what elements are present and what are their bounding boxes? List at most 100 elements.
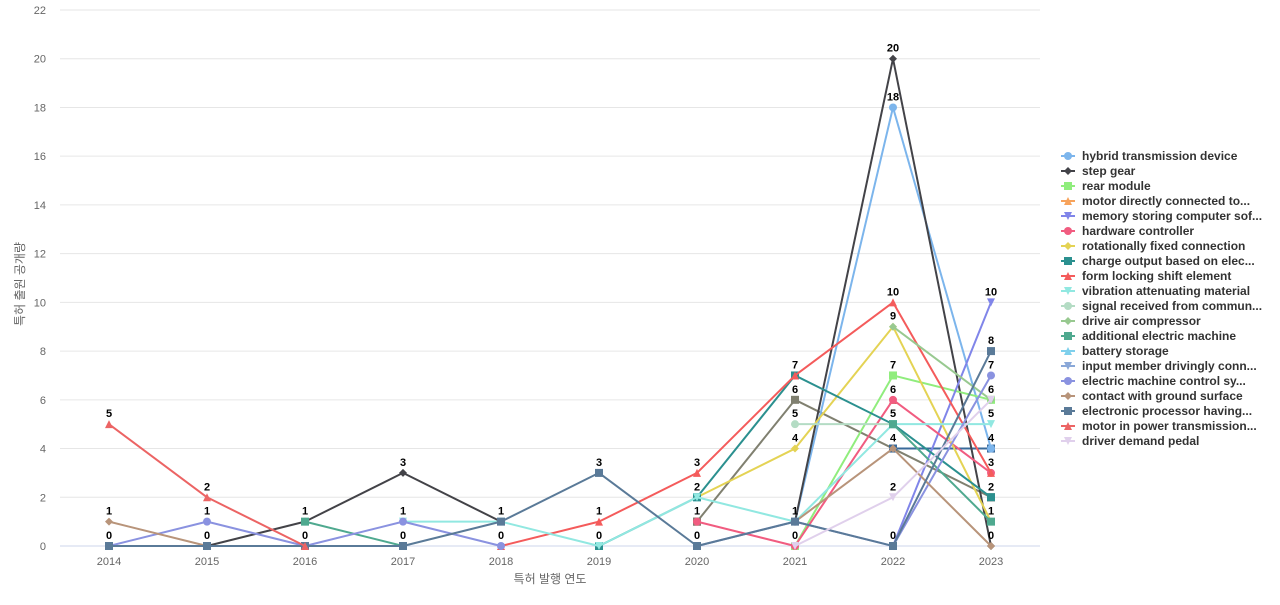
series-point — [791, 517, 799, 526]
legend-marker — [1064, 302, 1072, 310]
data-label: 1 — [400, 506, 406, 518]
legend-item[interactable]: battery storage — [1061, 344, 1169, 358]
y-tick-label: 18 — [34, 102, 46, 114]
series-point — [987, 542, 995, 550]
y-tick-label: 2 — [40, 492, 46, 504]
data-label: 2 — [694, 481, 700, 493]
x-tick-label: 2023 — [979, 556, 1003, 568]
legend-label: motor in power transmission... — [1082, 419, 1257, 433]
y-tick-label: 16 — [34, 151, 46, 163]
data-label: 0 — [498, 530, 504, 542]
data-label: 1 — [694, 506, 700, 518]
y-tick-label: 22 — [34, 5, 46, 17]
legend-marker — [1064, 347, 1072, 355]
data-label: 1 — [988, 506, 994, 518]
legend-marker — [1064, 182, 1072, 190]
legend-label: electric machine control sy... — [1082, 374, 1246, 388]
legend-item[interactable]: step gear — [1061, 164, 1136, 178]
legend-item[interactable]: rotationally fixed connection — [1061, 239, 1245, 253]
series-19 — [791, 395, 995, 550]
legend-label: hybrid transmission device — [1082, 149, 1238, 163]
legend-item[interactable]: memory storing computer sof... — [1061, 209, 1262, 223]
series-point — [889, 493, 897, 502]
series-point — [595, 542, 603, 550]
data-label: 0 — [694, 530, 700, 542]
series-point — [301, 542, 309, 550]
y-tick-label: 6 — [40, 395, 46, 407]
legend-item[interactable]: form locking shift element — [1061, 269, 1231, 283]
series-point — [791, 395, 799, 404]
legend-item[interactable]: motor directly connected to... — [1061, 194, 1250, 208]
legend-item[interactable]: rear module — [1061, 179, 1151, 193]
data-label: 7 — [988, 359, 994, 371]
legend-label: battery storage — [1082, 344, 1169, 358]
series-point — [889, 371, 897, 380]
series-11 — [889, 322, 995, 404]
legend-item[interactable]: hybrid transmission device — [1061, 149, 1238, 163]
data-label: 1 — [498, 506, 504, 518]
grid-layer — [60, 9, 1040, 547]
legend-label: vibration attenuating material — [1082, 284, 1250, 298]
legend-item[interactable]: additional electric machine — [1061, 329, 1236, 343]
series-point — [987, 517, 995, 526]
legend-label: memory storing computer sof... — [1082, 209, 1262, 223]
data-label: 2 — [988, 481, 994, 493]
series-point — [987, 298, 995, 307]
y-axis-title: 특허 출원 공개량 — [13, 242, 27, 326]
data-label: 5 — [890, 408, 896, 420]
series-line — [892, 325, 992, 401]
data-label: 0 — [400, 530, 406, 542]
series-point — [889, 444, 897, 453]
data-label: 7 — [890, 359, 896, 371]
y-tick-label: 0 — [40, 541, 46, 553]
series-point — [987, 371, 995, 380]
series-line — [892, 423, 992, 523]
legend-label: form locking shift element — [1082, 269, 1231, 283]
series-point — [105, 420, 113, 429]
data-label: 2 — [890, 481, 896, 493]
legend-marker — [1064, 437, 1072, 445]
legend-item[interactable]: contact with ground surface — [1061, 389, 1243, 403]
series-18 — [105, 420, 309, 550]
y-tick-label: 4 — [40, 444, 46, 456]
legend-item[interactable]: motor in power transmission... — [1061, 419, 1257, 433]
series-layer — [105, 54, 995, 550]
data-label: 5 — [106, 408, 112, 420]
data-label: 4 — [890, 433, 897, 445]
legend-item[interactable]: driver demand pedal — [1061, 434, 1199, 448]
data-label: 1 — [302, 506, 308, 518]
legend-item[interactable]: vibration attenuating material — [1061, 284, 1250, 298]
series-point — [791, 444, 799, 453]
x-tick-label: 2018 — [489, 556, 513, 568]
data-label: 8 — [988, 335, 994, 347]
legend-item[interactable]: input member drivingly conn... — [1061, 359, 1257, 373]
series-point — [791, 420, 799, 429]
x-tick-label: 2020 — [685, 556, 709, 568]
legend-item[interactable]: hardware controller — [1061, 224, 1194, 238]
legend-item[interactable]: electronic processor having... — [1061, 404, 1252, 418]
series-point — [693, 493, 701, 502]
series-point — [987, 395, 995, 404]
series-point — [399, 517, 407, 526]
legend-item[interactable]: drive air compressor — [1061, 314, 1201, 328]
data-label-layer: 5102101031010310321076541020181097654201… — [106, 43, 997, 542]
series-point — [987, 444, 995, 453]
series-point — [987, 493, 995, 502]
legend-item[interactable]: electric machine control sy... — [1061, 374, 1246, 388]
series-point — [987, 468, 995, 477]
legend-label: rotationally fixed connection — [1082, 239, 1245, 253]
legend-marker — [1064, 407, 1072, 415]
series-point — [889, 542, 897, 550]
legend-item[interactable]: signal received from commun... — [1061, 299, 1262, 313]
legend-label: contact with ground surface — [1082, 389, 1243, 403]
series-point — [497, 542, 505, 550]
legend-item[interactable]: charge output based on elec... — [1061, 254, 1255, 268]
data-label: 0 — [106, 530, 112, 542]
series-point — [987, 347, 995, 356]
data-label: 2 — [204, 481, 210, 493]
data-label: 0 — [302, 530, 308, 542]
series-point — [203, 517, 211, 526]
